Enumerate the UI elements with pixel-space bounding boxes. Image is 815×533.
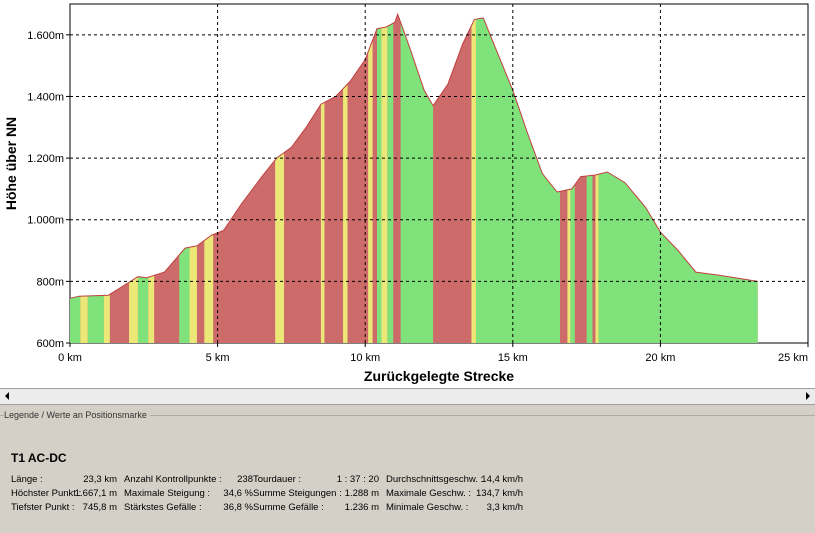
stat-value: 23,3 km xyxy=(83,474,117,485)
x-tick-label: 25 km xyxy=(778,352,808,364)
stat-value: 3,3 km/h xyxy=(486,502,523,513)
flat-segment xyxy=(471,14,476,343)
stat-value: 36,8 % xyxy=(223,502,253,513)
track-name: T1 AC-DC xyxy=(11,451,67,465)
stat-value: 1.667,1 m xyxy=(74,488,117,499)
x-tick-label: 5 km xyxy=(206,352,230,364)
stat-label: Maximale Steigung : xyxy=(124,488,211,499)
stat-label: Länge : xyxy=(11,474,43,485)
x-axis-title: Zurückgelegte Strecke xyxy=(364,368,514,384)
legend-header: Legende / Werte an Positionsmarke xyxy=(4,409,150,421)
stat-value: 34,6 % xyxy=(223,488,253,499)
flat-segment xyxy=(320,14,325,343)
stat-label: Minimale Geschw. : xyxy=(386,502,469,513)
elevation-chart-panel: 0 km 5 km 10 km 15 km 20 km 25 km 600m 800m 1.00… xyxy=(0,0,815,388)
stat-label: Summe Steigungen : xyxy=(253,488,342,499)
y-tick-label: 1.600m xyxy=(27,30,64,42)
stat-label: Summe Gefälle : xyxy=(253,502,324,513)
x-tick-label: 0 km xyxy=(58,352,82,364)
flat-segment xyxy=(343,14,348,343)
horizontal-scrollbar[interactable] xyxy=(0,388,815,405)
y-tick-label: 800m xyxy=(36,276,64,288)
descent-segment xyxy=(377,14,382,343)
flat-segment xyxy=(595,14,599,343)
stat-label: Maximale Geschw. : xyxy=(386,488,471,499)
flat-segment xyxy=(368,14,373,343)
x-tick-label: 20 km xyxy=(645,352,675,364)
descent-segment xyxy=(586,14,593,343)
stat-value: 134,7 km/h xyxy=(476,488,523,499)
x-tick-label: 15 km xyxy=(498,352,528,364)
y-tick-label: 1.400m xyxy=(27,91,64,103)
flat-segment xyxy=(381,14,388,343)
stat-value: 1 : 37 : 20 xyxy=(336,474,379,485)
stat-value: 14,4 km/h xyxy=(481,474,523,485)
y-tick-label: 600m xyxy=(36,338,64,350)
stat-label: Durchschnittsgeschw. : xyxy=(386,474,484,485)
stat-label: Anzahl Kontrollpunkte : xyxy=(124,474,222,485)
y-tick-label: 1.200m xyxy=(27,153,64,165)
stat-value: 1.288 m xyxy=(344,488,379,499)
y-axis-title: Höhe über NN xyxy=(3,117,19,210)
scroll-right-arrow-icon[interactable] xyxy=(799,389,815,404)
legend-divider-line xyxy=(0,415,815,416)
stat-value: 238 xyxy=(237,474,253,485)
stat-value: 1.236 m xyxy=(344,502,379,513)
legend-separator: Legende / Werte an Positionsmarke xyxy=(0,409,815,421)
elevation-outline xyxy=(69,12,758,299)
stat-value: 745,8 m xyxy=(82,502,117,513)
y-tick-label: 1.000m xyxy=(27,215,64,227)
elevation-profile-chart: 0 km 5 km 10 km 15 km 20 km 25 km 600m 800m 1.00… xyxy=(3,3,809,384)
stat-label: Stärkstes Gefälle : xyxy=(124,502,202,513)
stat-label: Tiefster Punkt : xyxy=(11,502,75,513)
stat-label: Höchster Punkt : xyxy=(11,488,82,499)
stat-label: Tourdauer : xyxy=(253,474,302,485)
descent-segment xyxy=(387,14,394,343)
x-tick-label: 10 km xyxy=(350,352,380,364)
flat-segment xyxy=(275,14,285,343)
scroll-left-arrow-icon[interactable] xyxy=(0,389,16,404)
